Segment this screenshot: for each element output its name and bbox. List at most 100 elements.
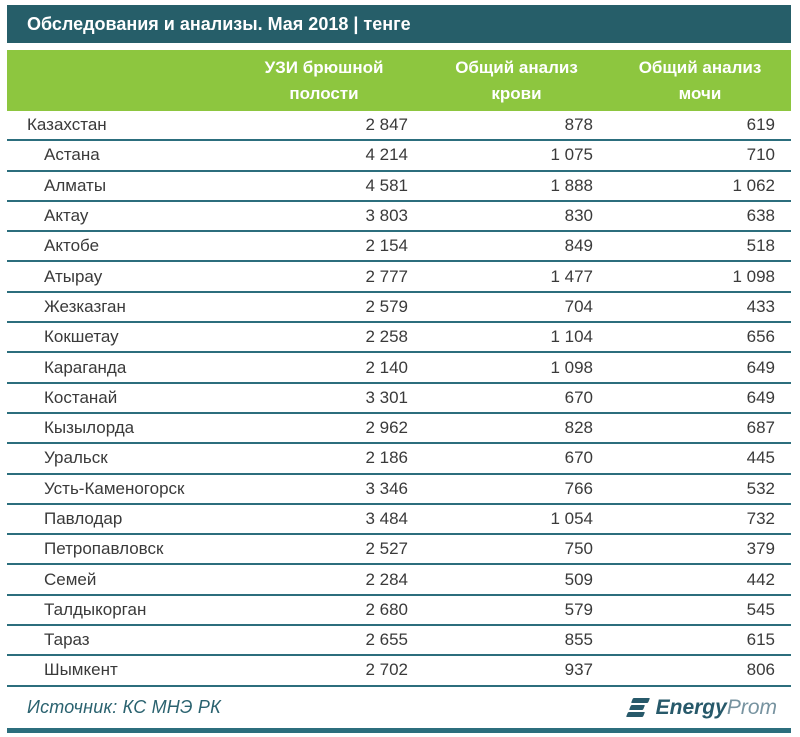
table-row: Костанай 3 301 670 649 [7, 384, 791, 414]
urine-value-cell: 638 [746, 206, 775, 226]
column-header-uzi: УЗИ брюшной полости [224, 50, 424, 111]
urine-value-cell: 532 [746, 478, 775, 498]
uzi-value-cell: 4 214 [365, 145, 408, 165]
table-row: Казахстан 2 847 878 619 [7, 111, 791, 142]
urine-value-cell: 615 [746, 630, 775, 650]
uzi-value-cell: 2 962 [365, 418, 408, 438]
urine-value-cell: 445 [746, 448, 775, 468]
logo-text-energy: Energy [655, 696, 727, 719]
urine-value-cell: 656 [746, 327, 775, 347]
table-header-row: УЗИ брюшной полости Общий анализ крови О… [7, 50, 791, 111]
uzi-value-cell: 2 186 [365, 448, 408, 468]
table-row: Павлодар 3 484 1 054 732 [7, 505, 791, 536]
urine-value-cell: 545 [746, 599, 775, 619]
uzi-value-cell: 2 140 [365, 357, 408, 377]
blood-value-cell: 878 [564, 115, 593, 135]
region-name-cell: Шымкент [44, 660, 118, 680]
uzi-value-cell: 2 527 [365, 539, 408, 559]
blood-value-cell: 1 075 [550, 145, 593, 165]
region-name-cell: Кызылорда [44, 418, 135, 438]
uzi-value-cell: 3 484 [365, 509, 408, 528]
uzi-value-cell: 2 847 [365, 115, 408, 135]
region-name-cell: Петропавловск [44, 539, 164, 559]
column-header-blood-line2: крови [491, 83, 542, 103]
region-name-cell: Атырау [44, 266, 103, 286]
table-row: Астана 4 214 1 075 710 [7, 141, 791, 172]
table-row: Семей 2 284 509 442 [7, 565, 791, 596]
uzi-value-cell: 2 680 [365, 599, 408, 619]
blood-value-cell: 1 104 [550, 327, 593, 347]
table-row: Шымкент 2 702 937 806 [7, 656, 791, 687]
blood-value-cell: 828 [564, 418, 593, 438]
region-name-cell: Уральск [44, 448, 108, 468]
energyprom-layers-icon [625, 698, 650, 717]
column-header-region [7, 50, 224, 111]
uzi-value-cell: 2 655 [365, 630, 408, 650]
page-title: Обследования и анализы. Мая 2018 | тенге [27, 13, 411, 34]
uzi-value-cell: 2 777 [365, 266, 408, 286]
bottom-accent-bar [7, 728, 791, 733]
blood-value-cell: 1 477 [550, 266, 593, 286]
table-row: Усть-Каменогорск 3 346 766 532 [7, 475, 791, 505]
uzi-value-cell: 2 258 [365, 327, 408, 347]
table-row: Актау 3 803 830 638 [7, 202, 791, 233]
region-name-cell: Тараз [44, 630, 90, 650]
uzi-value-cell: 3 301 [365, 387, 408, 407]
blood-value-cell: 1 098 [550, 357, 593, 377]
blood-value-cell: 849 [564, 236, 593, 256]
region-name-cell: Актау [44, 206, 89, 226]
region-name-cell: Жезказган [44, 296, 126, 316]
uzi-value-cell: 4 581 [365, 175, 408, 195]
urine-value-cell: 619 [746, 115, 775, 135]
urine-value-cell: 442 [746, 569, 775, 589]
energyprom-logo[interactable]: EnergyProm [625, 697, 791, 718]
table-row: Тараз 2 655 855 615 [7, 626, 791, 657]
source-label: Источник: КС МНЭ РК [27, 697, 221, 717]
blood-value-cell: 670 [564, 448, 593, 468]
region-name-cell: Усть-Каменогорск [44, 478, 185, 498]
column-header-blood: Общий анализ крови [424, 50, 609, 111]
table-row: Жезказган 2 579 704 433 [7, 293, 791, 324]
region-name-cell: Караганда [44, 357, 127, 377]
column-header-urine-line2: мочи [678, 83, 722, 103]
region-name-cell: Кокшетау [44, 327, 119, 347]
column-header-urine: Общий анализ мочи [609, 50, 791, 111]
urine-value-cell: 649 [746, 387, 775, 407]
blood-value-cell: 937 [564, 660, 593, 680]
blood-value-cell: 750 [564, 539, 593, 559]
blood-value-cell: 1 054 [550, 509, 593, 528]
uzi-value-cell: 2 154 [365, 236, 408, 256]
region-name-cell: Казахстан [27, 115, 107, 135]
urine-value-cell: 433 [746, 296, 775, 316]
uzi-value-cell: 3 803 [365, 206, 408, 226]
region-name-cell: Алматы [44, 175, 107, 195]
table-row: Атырау 2 777 1 477 1 098 [7, 262, 791, 293]
region-name-cell: Павлодар [44, 509, 123, 528]
urine-value-cell: 379 [746, 539, 775, 559]
blood-value-cell: 855 [564, 630, 593, 650]
urine-value-cell: 806 [746, 660, 775, 680]
region-name-cell: Талдыкорган [44, 599, 147, 619]
blood-value-cell: 766 [564, 478, 593, 498]
blood-value-cell: 830 [564, 206, 593, 226]
uzi-value-cell: 2 579 [365, 296, 408, 316]
blood-value-cell: 1 888 [550, 175, 593, 195]
column-header-uzi-line2: полости [289, 83, 359, 103]
table-row: Караганда 2 140 1 098 649 [7, 353, 791, 384]
table-row: Петропавловск 2 527 750 379 [7, 535, 791, 566]
column-header-blood-line1: Общий анализ [455, 57, 578, 77]
energyprom-logo-text: EnergyProm [656, 697, 777, 718]
price-table: УЗИ брюшной полости Общий анализ крови О… [7, 50, 791, 687]
table-row: Кызылорда 2 962 828 687 [7, 414, 791, 445]
urine-value-cell: 1 098 [732, 266, 775, 286]
region-name-cell: Семей [44, 569, 97, 589]
uzi-value-cell: 2 284 [365, 569, 408, 589]
column-header-urine-line1: Общий анализ [638, 57, 762, 77]
blood-value-cell: 670 [564, 387, 593, 407]
urine-value-cell: 710 [746, 145, 775, 165]
region-name-cell: Астана [44, 145, 100, 165]
region-name-cell: Актобе [44, 236, 100, 256]
urine-value-cell: 687 [746, 418, 775, 438]
urine-value-cell: 1 062 [732, 175, 775, 195]
column-header-uzi-line1: УЗИ брюшной [264, 57, 384, 77]
